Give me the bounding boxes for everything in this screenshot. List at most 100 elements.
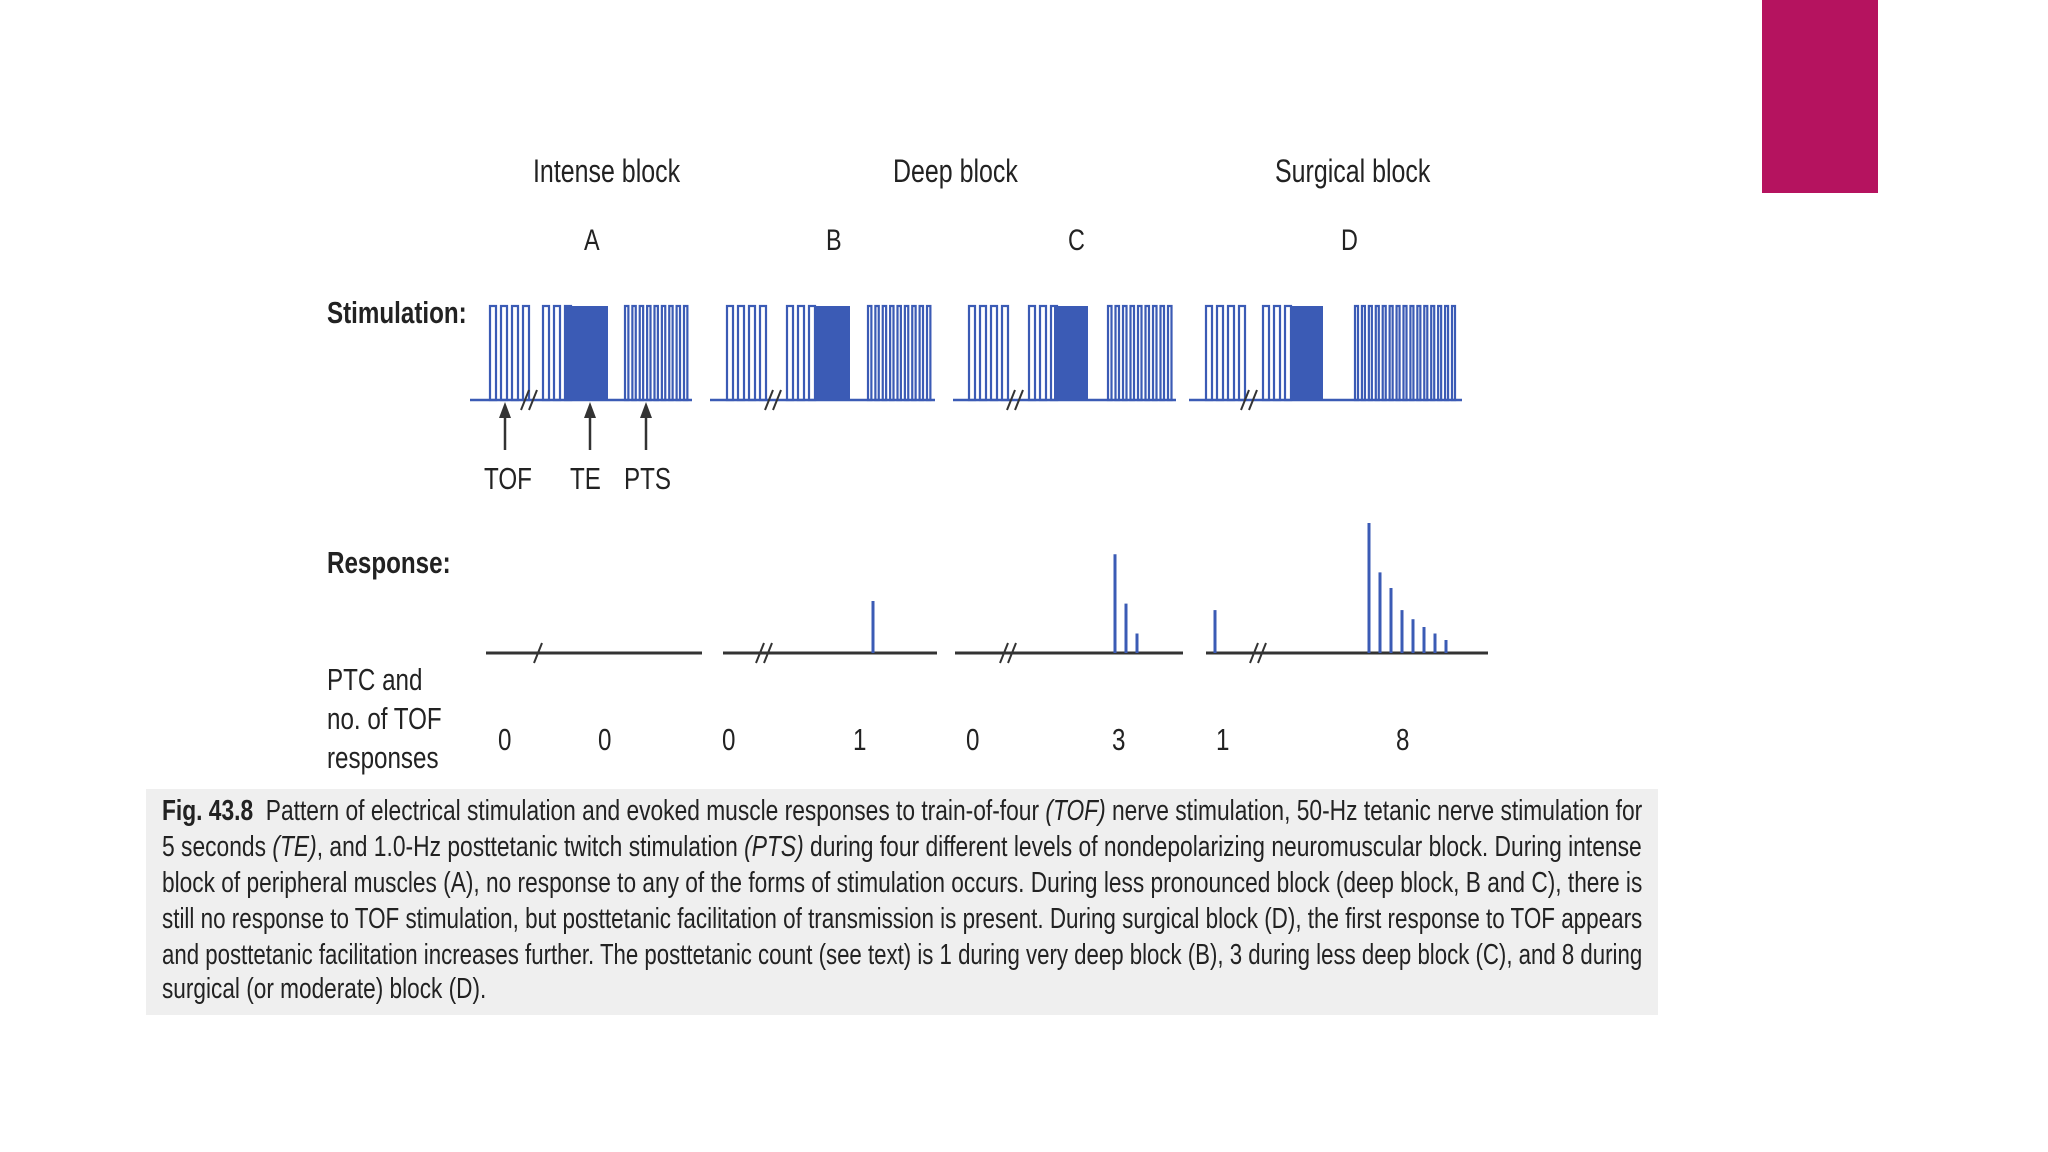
stim-pts-pulse-b	[881, 304, 888, 402]
marker-tof-label: TOF	[484, 461, 532, 496]
stim-pts-pulse-d	[1423, 304, 1429, 402]
stim-pts-pulse-d	[1388, 304, 1394, 402]
stim-twitch-pulse-b	[785, 304, 795, 402]
stim-pts-pulse-b	[866, 304, 873, 402]
count-a-ptc: 0	[598, 722, 612, 757]
header-surgical-block: Surgical block	[1275, 153, 1431, 189]
stim-pts-pulse-d	[1353, 304, 1360, 402]
stim-pts-pulse-a	[631, 304, 637, 402]
stim-break-mark-b	[764, 389, 774, 411]
response-break-mark-c	[999, 642, 1009, 664]
stim-tof-pulse-b	[747, 304, 757, 402]
caption-line-4: still no response to TOF stimulation, bu…	[162, 903, 1643, 935]
stim-break-mark-d	[1240, 389, 1250, 411]
stim-pts-pulse-d	[1374, 304, 1380, 402]
stim-tof-pulse-a	[510, 304, 520, 402]
stim-break-mark-c	[1014, 389, 1024, 411]
stim-pts-pulse-c	[1121, 304, 1128, 402]
stim-twitch-pulse-d	[1261, 304, 1271, 402]
stim-tof-pulse-b	[725, 304, 735, 402]
marker-te-label: TE	[570, 461, 601, 496]
count-c-ptc: 3	[1112, 722, 1126, 757]
stim-pts-pulse-c	[1144, 304, 1151, 402]
stim-tof-pulse-c	[967, 304, 977, 402]
stim-break-mark-b	[772, 389, 782, 411]
stim-tof-pulse-c	[1000, 304, 1010, 402]
stim-pts-pulse-a	[668, 304, 674, 402]
stim-pts-pulse-b	[911, 304, 917, 402]
stimulation-label: Stimulation:	[327, 295, 467, 330]
marker-pts-label: PTS	[624, 461, 672, 496]
stim-pts-pulse-c	[1129, 304, 1136, 402]
caption-line-2: 5 seconds (TE), and 1.0-Hz posttetanic t…	[162, 831, 1642, 863]
stimulation-response-diagram	[470, 304, 1488, 664]
ptc-label-line-2: no. of TOF	[327, 701, 442, 736]
stim-break-mark-a	[528, 389, 538, 411]
stim-pts-pulse-a	[682, 304, 689, 402]
stim-tof-pulse-d	[1226, 304, 1236, 402]
stim-pts-pulse-b	[925, 304, 932, 402]
count-b-ptc: 1	[853, 722, 867, 757]
stim-tetanus-d	[1290, 306, 1323, 400]
stim-pts-pulse-c	[1106, 304, 1113, 402]
response-break-mark-d	[1257, 642, 1267, 664]
marker-arrowhead-pts	[640, 402, 652, 418]
stim-pts-pulse-d	[1443, 304, 1450, 402]
caption-line-5: and posttetanic facilitation increases f…	[162, 939, 1643, 971]
count-a-tof: 0	[498, 722, 512, 757]
stim-twitch-pulse-b	[807, 304, 817, 402]
header-deep-block: Deep block	[893, 153, 1018, 189]
block-letter-a: A	[584, 224, 600, 257]
response-break-mark-c	[1007, 642, 1017, 664]
stim-twitch-pulse-a	[541, 304, 551, 402]
caption-line-6: surgical (or moderate) block (D).	[162, 973, 487, 1005]
stim-pts-pulse-a	[653, 304, 659, 402]
count-c-tof: 0	[966, 722, 980, 757]
caption-line-1: Fig. 43.8 Pattern of electrical stimulat…	[162, 795, 1643, 827]
stim-pts-pulse-d	[1409, 304, 1415, 402]
figure-caption: Fig. 43.8 Pattern of electrical stimulat…	[146, 789, 1658, 1015]
stim-break-mark-c	[1006, 389, 1016, 411]
block-letter-c: C	[1068, 224, 1085, 257]
count-b-tof: 0	[722, 722, 736, 757]
caption-fig-label: Fig. 43.8	[162, 795, 254, 827]
stim-pts-pulse-b	[918, 304, 925, 402]
stim-twitch-pulse-d	[1272, 304, 1282, 402]
stim-twitch-pulse-c	[1027, 304, 1037, 402]
ptc-label-line-1: PTC and	[327, 662, 423, 697]
stim-pts-pulse-c	[1159, 304, 1166, 402]
stim-tof-pulse-b	[736, 304, 746, 402]
response-label: Response:	[327, 545, 451, 580]
response-break-mark-b	[755, 642, 765, 664]
stim-pts-pulse-a	[646, 304, 652, 402]
block-letter-d: D	[1341, 224, 1358, 257]
stim-pts-pulse-d	[1416, 304, 1422, 402]
stim-pts-pulse-b	[896, 304, 902, 402]
stim-pts-pulse-a	[675, 304, 682, 402]
stim-pts-pulse-a	[660, 304, 667, 402]
stim-pts-pulse-d	[1395, 304, 1401, 402]
stim-tof-pulse-a	[521, 304, 531, 402]
stim-pts-pulse-d	[1437, 304, 1443, 402]
response-break-mark-d	[1249, 642, 1259, 664]
stim-pts-pulse-c	[1114, 304, 1121, 402]
stim-tof-pulse-d	[1204, 304, 1214, 402]
stim-tof-pulse-c	[989, 304, 999, 402]
block-letter-b: B	[826, 224, 842, 257]
stim-pts-pulse-c	[1166, 304, 1173, 402]
header-intense-block: Intense block	[533, 153, 681, 189]
stim-pts-pulse-a	[638, 304, 645, 402]
stim-tof-pulse-b	[758, 304, 768, 402]
stim-pts-pulse-b	[889, 304, 895, 402]
stim-break-mark-a	[520, 389, 530, 411]
stim-pts-pulse-d	[1360, 304, 1367, 402]
stim-pts-pulse-b	[903, 304, 910, 402]
marker-arrowhead-tof	[499, 402, 511, 418]
stim-pts-pulse-a	[623, 304, 630, 402]
stim-pts-pulse-b	[874, 304, 880, 402]
stim-twitch-pulse-a	[552, 304, 562, 402]
stim-break-mark-d	[1248, 389, 1258, 411]
stim-tetanus-c	[1054, 306, 1088, 400]
stim-pts-pulse-c	[1136, 304, 1143, 402]
marker-arrowhead-te	[584, 402, 596, 418]
